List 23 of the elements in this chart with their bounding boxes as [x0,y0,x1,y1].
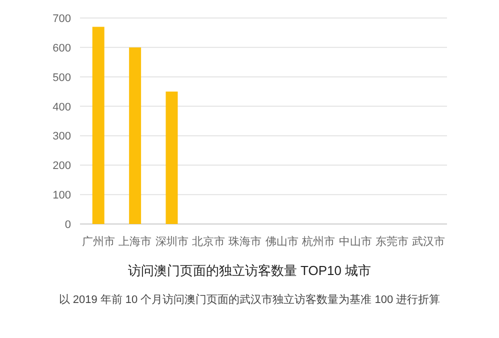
y-tick-label: 0 [64,219,71,231]
x-tick-label: 中山市 [338,235,372,248]
x-tick-label: 北京市 [192,235,225,248]
y-tick-label: 200 [52,160,71,172]
x-tick-label: 东莞市 [375,235,408,248]
x-tick-label: 深圳市 [155,235,188,248]
text: 访问澳门页面的独立访客数量 TOP10 城市 [128,263,372,278]
x-tick-label: 杭州市 [301,235,336,248]
y-tick-label: 300 [52,130,71,143]
x-tick-label: 广州市 [82,235,115,248]
y-tick-label: 700 [52,13,71,25]
y-tick-label: 500 [52,72,71,84]
x-tick-label: 武汉市 [412,235,446,248]
x-tick-label: 佛山市 [265,235,298,248]
y-tick-label: 400 [52,101,71,114]
bar [129,47,142,224]
x-tick-label: 珠海市 [228,235,262,248]
y-tick-label: 600 [52,42,71,54]
bar [166,92,178,224]
text: 以 2019 年前 10 个月访问澳门页面的武汉市独立访客数量为基准 100 进行折算 [58,293,440,306]
bar [92,26,104,224]
y-tick-label: 100 [52,190,71,202]
x-tick-label: 上海市 [118,235,152,248]
